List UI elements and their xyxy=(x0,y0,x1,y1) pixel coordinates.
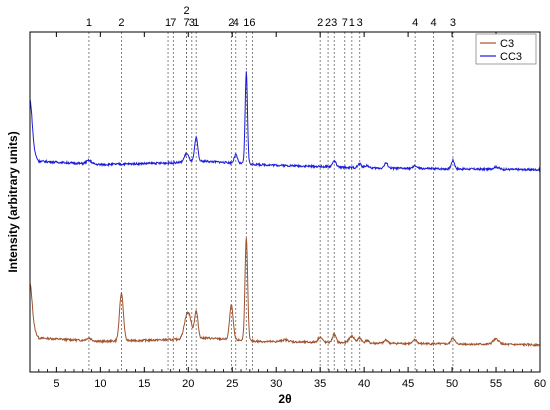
peak-label: 7 xyxy=(170,17,176,29)
x-tick-label: 50 xyxy=(446,378,458,390)
peak-label: 1 xyxy=(86,17,92,29)
peak-label: 4 xyxy=(431,17,437,29)
legend-label: CC3 xyxy=(500,51,522,63)
x-axis-title: 2θ xyxy=(278,392,291,406)
x-tick-label: 30 xyxy=(270,378,282,390)
x-tick-label: 35 xyxy=(314,378,326,390)
peak-label: 2 xyxy=(183,5,189,17)
peak-label: 2 xyxy=(325,17,331,29)
peak-label: 3 xyxy=(331,17,337,29)
peak-label: 3 xyxy=(450,17,456,29)
peak-label: 4 xyxy=(412,17,418,29)
plot-area xyxy=(30,32,540,372)
peak-label: 2 xyxy=(317,17,323,29)
peak-label: 1 xyxy=(165,17,171,29)
peak-label: 4 xyxy=(233,17,239,29)
peak-label: 7 xyxy=(183,17,189,29)
legend-box xyxy=(475,33,537,65)
peak-label: 2 xyxy=(118,17,124,29)
peak-label: 2 xyxy=(228,17,234,29)
peak-label: 1 xyxy=(349,17,355,29)
x-tick-label: 5 xyxy=(53,378,59,390)
x-tick-label: 40 xyxy=(358,378,370,390)
x-tick-label: 10 xyxy=(94,378,106,390)
peak-label: 6 xyxy=(249,17,255,29)
legend-label: C3 xyxy=(500,38,514,50)
x-tick-label: 20 xyxy=(182,378,194,390)
peak-label: 3 xyxy=(357,17,363,29)
x-tick-label: 60 xyxy=(534,378,546,390)
x-tick-label: 15 xyxy=(138,378,150,390)
series-line-c3 xyxy=(29,237,541,348)
x-tick-label: 45 xyxy=(402,378,414,390)
peak-label: 1 xyxy=(193,17,199,29)
series-line-cc3 xyxy=(29,71,541,173)
x-tick-label: 25 xyxy=(226,378,238,390)
peak-label: 3 xyxy=(189,17,195,29)
peak-label: 7 xyxy=(342,17,348,29)
x-tick-label: 55 xyxy=(490,378,502,390)
y-axis-title: Intensity (arbitrary units) xyxy=(6,131,20,272)
peak-label: 1 xyxy=(243,17,249,29)
